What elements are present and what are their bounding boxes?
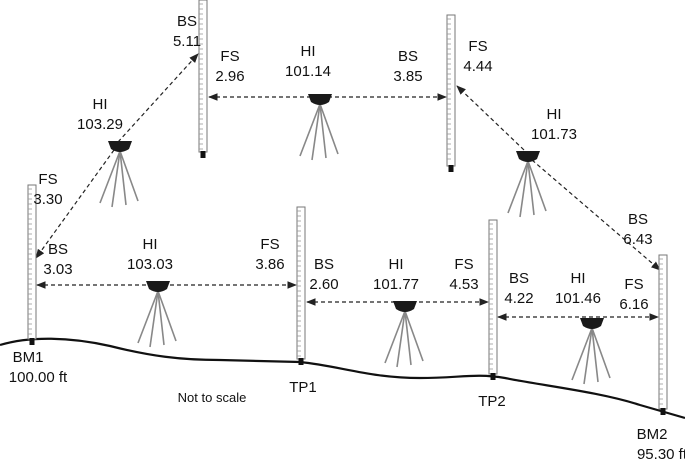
reading-value: 101.77: [373, 276, 419, 293]
tripod-leg: [99, 150, 121, 204]
rod-body: [27, 184, 37, 340]
rod-body: [488, 219, 498, 375]
level-instrument: [571, 318, 611, 385]
reading-value: 3.85: [393, 68, 422, 85]
tripod-leg: [119, 150, 127, 206]
rod-foot: [490, 373, 496, 380]
reading-type: BS: [177, 13, 197, 30]
reading-type: FS: [454, 256, 473, 273]
reading-value: 2.96: [215, 68, 244, 85]
tripod-leg: [507, 160, 529, 214]
leveling-rod: [488, 219, 498, 380]
rod-foot: [29, 338, 35, 345]
station-name: TP1: [289, 379, 317, 396]
level-instrument: [507, 151, 547, 218]
tripod-leg: [591, 327, 599, 383]
tripod-leg: [157, 290, 165, 346]
tripod-leg: [527, 160, 547, 212]
rod-foot: [298, 358, 304, 365]
reading-type: BS: [398, 48, 418, 65]
reading-value: 2.60: [309, 276, 338, 293]
reading-type: HI: [571, 270, 586, 287]
rod-body: [446, 14, 456, 167]
tripod-leg: [149, 290, 159, 348]
station-name: BM2: [637, 426, 668, 443]
level-instrument: [137, 281, 177, 348]
sight-lines: [35, 53, 661, 321]
tripod-leg: [396, 310, 406, 368]
station-elevation: 100.00 ft: [9, 369, 68, 386]
instrument-head: [393, 301, 417, 312]
scale-note: Not to scale: [178, 390, 247, 405]
reading-type: FS: [260, 236, 279, 253]
tripod-leg: [157, 290, 177, 342]
tripod-leg: [404, 310, 412, 366]
tripod-leg: [319, 103, 339, 155]
tripod-leg: [119, 150, 139, 202]
tripod-leg: [299, 103, 321, 157]
level-instrument: [384, 301, 424, 368]
tripod-leg: [311, 103, 321, 161]
leveling-rod: [198, 0, 208, 158]
reading-value: 6.16: [619, 296, 648, 313]
reading-value: 3.03: [43, 261, 72, 278]
leveling-rod: [658, 254, 668, 415]
leveling-rod: [296, 206, 306, 365]
reading-value: 101.73: [531, 126, 577, 143]
ground-line: [0, 337, 685, 420]
reading-type: FS: [38, 171, 57, 188]
reading-type: HI: [389, 256, 404, 273]
reading-type: BS: [48, 241, 68, 258]
instrument-head: [516, 151, 540, 162]
reading-type: HI: [93, 96, 108, 113]
reading-value: 3.30: [33, 191, 62, 208]
reading-value: 4.22: [504, 290, 533, 307]
reading-type: FS: [624, 276, 643, 293]
station-name: TP2: [478, 393, 506, 410]
tripod-leg: [519, 160, 529, 218]
rod-foot: [448, 165, 454, 172]
reading-type: FS: [220, 48, 239, 65]
reading-type: BS: [628, 211, 648, 228]
reading-value: 103.29: [77, 116, 123, 133]
tripod-leg: [319, 103, 327, 159]
leveling-rod: [27, 184, 37, 345]
tripod-leg: [527, 160, 535, 216]
reading-type: HI: [143, 236, 158, 253]
tripod-leg: [384, 310, 406, 364]
tripod-leg: [571, 327, 593, 381]
tripod-leg: [591, 327, 611, 379]
tripod-leg: [111, 150, 121, 208]
reading-value: 3.86: [255, 256, 284, 273]
instrument-head: [146, 281, 170, 292]
instrument-head: [580, 318, 604, 329]
reading-type: BS: [509, 270, 529, 287]
reading-value: 4.53: [449, 276, 478, 293]
station-name: BM1: [13, 349, 44, 366]
reading-value: 5.11: [173, 33, 201, 50]
reading-value: 103.03: [127, 256, 173, 273]
station-elevation: 95.30 ft: [637, 446, 685, 460]
rod-foot: [200, 151, 206, 158]
leveling-rod: [446, 14, 456, 172]
reading-value: 101.46: [555, 290, 601, 307]
reading-type: HI: [547, 106, 562, 123]
level-instrument: [99, 141, 139, 208]
tripod-leg: [583, 327, 593, 385]
reading-value: 101.14: [285, 63, 331, 80]
tripod-leg: [404, 310, 424, 362]
reading-type: HI: [301, 43, 316, 60]
reading-value: 4.44: [463, 58, 492, 75]
rod-foot: [660, 408, 666, 415]
level-instrument: [299, 94, 339, 161]
rod-body: [658, 254, 668, 410]
reading-type: BS: [314, 256, 334, 273]
reading-type: FS: [468, 38, 487, 55]
instrument-head: [308, 94, 332, 105]
reading-value: 6.43: [623, 231, 652, 248]
tripod-leg: [137, 290, 159, 344]
instrument-head: [108, 141, 132, 152]
